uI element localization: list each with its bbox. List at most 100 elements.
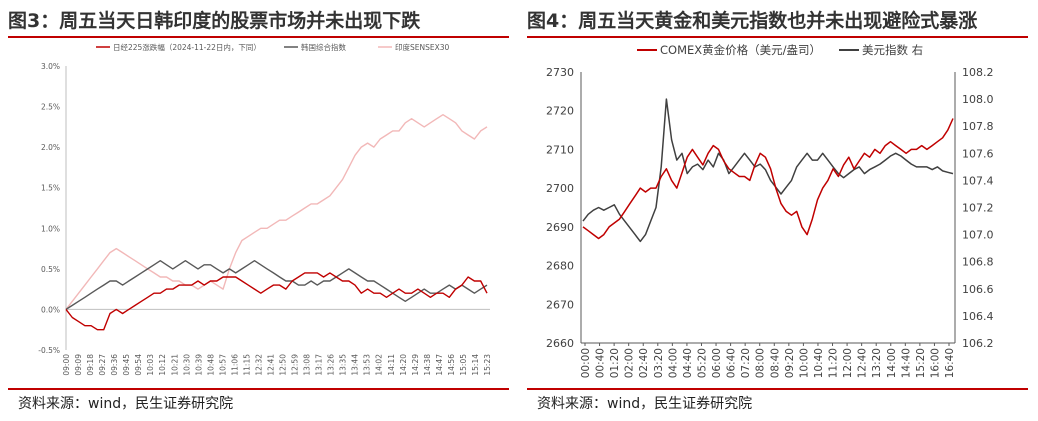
y-tick-label: 0.5% — [41, 265, 60, 274]
source-note: 资料来源：wind，民生证券研究院 — [537, 396, 753, 412]
x-tick-label: 12:32 — [254, 354, 263, 376]
series-line-1 — [65, 259, 488, 310]
x-tick-label: 16:00 — [929, 348, 941, 378]
chart-panel-fig3: 图3：周五当天日韩印度的股票市场并未出现下跌 -0.5% 0.0% 0.5% 1.0%… — [8, 10, 509, 412]
x-tick-label: 14:00 — [886, 348, 898, 378]
x-tick-label: 06:00 — [711, 348, 723, 378]
x-tick-label: 15:23 — [483, 354, 492, 376]
x-tick-label: 02:40 — [638, 348, 650, 378]
x-tick-label: 13:44 — [351, 354, 360, 376]
chart-title: 图3：周五当天日韩印度的股票市场并未出现下跌 — [8, 10, 421, 32]
y-tick-label: 0.0% — [41, 305, 60, 314]
x-tick-label: 02:00 — [624, 348, 636, 378]
x-tick-label: 14:20 — [399, 354, 408, 376]
y-tick-label: 2.0% — [41, 143, 60, 152]
y-right-tick-label: 107.8 — [962, 120, 994, 133]
x-tick-label: 07:20 — [740, 348, 752, 378]
source-divider — [527, 388, 1028, 390]
chart-title: 图4：周五当天黄金和美元指数也并未出现避险式暴涨 — [527, 10, 978, 32]
x-tick-label: 11:20 — [828, 348, 840, 378]
legend-label: 美元指数 右 — [862, 43, 923, 57]
x-tick-label: 09:45 — [122, 354, 131, 376]
y-right-tick-label: 107.2 — [962, 202, 994, 215]
x-tick-label: 14:56 — [447, 354, 456, 376]
x-tick-label: 11:06 — [230, 354, 239, 376]
y-right-tick-label: 106.2 — [962, 337, 994, 350]
x-tick-label: 09:54 — [134, 354, 143, 376]
series-line-0 — [65, 272, 488, 331]
series-line-gold — [582, 118, 954, 240]
series-line-2 — [65, 113, 488, 310]
y-right-tick-label: 108.0 — [962, 93, 994, 106]
series-line-dxy — [582, 98, 954, 243]
x-tick-label: 00:40 — [595, 348, 607, 378]
y-tick-label: 3.0% — [41, 62, 60, 71]
x-tick-label: 13:08 — [303, 354, 312, 376]
y-right-tick-label: 108.2 — [962, 66, 994, 79]
y-left-tick-label: 2700 — [546, 182, 574, 195]
y-left-tick-label: 2670 — [546, 298, 574, 311]
x-tick-label: 10:03 — [146, 354, 155, 376]
legend-label: 韩国综合指数 — [301, 42, 346, 52]
x-tick-label: 10:00 — [798, 348, 810, 378]
x-tick-label: 08:40 — [769, 348, 781, 378]
x-tick-label: 14:40 — [900, 348, 912, 378]
x-tick-label: 16:40 — [944, 348, 956, 378]
y-tick-label: 1.0% — [41, 224, 60, 233]
x-tick-label: 12:41 — [266, 354, 275, 376]
x-tick-label: 14:38 — [423, 354, 432, 376]
x-tick-label: 13:26 — [327, 354, 336, 376]
legend-label: COMEX黄金价格（美元/盎司） — [660, 43, 821, 57]
x-tick-label: 12:50 — [279, 354, 288, 376]
y-right-tick-label: 106.6 — [962, 283, 994, 296]
x-tick-label: 05:20 — [696, 348, 708, 378]
x-tick-label: 14:11 — [387, 354, 396, 376]
x-tick-label: 09:18 — [86, 354, 95, 376]
x-tick-label: 15:14 — [471, 354, 480, 376]
x-tick-label: 10:21 — [170, 354, 179, 376]
y-tick-label: -0.5% — [38, 346, 60, 355]
line-chart-equity-indices: -0.5% 0.0% 0.5% 1.0% 1.5% 2.0% 2.5% 3.0% 09:00 09… — [38, 42, 492, 376]
x-tick-label: 10:39 — [194, 354, 203, 376]
x-tick-label: 01:20 — [609, 348, 621, 378]
title-divider — [527, 36, 1028, 38]
chart-panel-fig4: 图4：周五当天黄金和美元指数也并未出现避险式暴涨 2660 2670 2680 269… — [519, 0, 1038, 421]
y-left-tick-label: 2720 — [546, 105, 574, 118]
y-tick-label: 1.5% — [41, 184, 60, 193]
source-divider — [8, 388, 509, 390]
x-tick-label: 12:59 — [291, 354, 300, 376]
x-tick-label: 13:20 — [871, 348, 883, 378]
x-tick-label: 09:00 — [62, 354, 71, 376]
legend-label: 印度SENSEX30 — [395, 42, 450, 52]
x-tick-label: 04:00 — [667, 348, 679, 378]
x-tick-label: 15:20 — [915, 348, 927, 378]
x-tick-label: 06:40 — [726, 348, 738, 378]
x-tick-label: 09:20 — [784, 348, 796, 378]
y-right-tick-label: 106.8 — [962, 256, 994, 269]
y-right-tick-label: 107.4 — [962, 174, 994, 187]
y-left-tick-label: 2660 — [546, 337, 574, 350]
x-tick-label: 10:12 — [158, 354, 167, 376]
x-tick-label: 10:48 — [206, 354, 215, 376]
x-tick-label: 10:30 — [182, 354, 191, 376]
x-tick-label: 15:05 — [459, 354, 468, 376]
x-tick-label: 13:17 — [315, 354, 324, 376]
x-tick-label: 13:53 — [363, 354, 372, 376]
y-left-tick-label: 2710 — [546, 143, 574, 156]
x-tick-label: 14:47 — [435, 354, 444, 376]
x-tick-label: 14:29 — [411, 354, 420, 376]
y-left-tick-label: 2680 — [546, 260, 574, 273]
x-tick-label: 03:20 — [653, 348, 665, 378]
x-tick-label: 00:00 — [580, 348, 592, 378]
x-tick-label: 12:40 — [857, 348, 869, 378]
source-note: 资料来源：wind，民生证券研究院 — [18, 396, 234, 412]
y-tick-label: 2.5% — [41, 103, 60, 112]
line-chart-gold-dollar: 2660 2670 2680 2690 2700 2710 2720 2730 106.2 106… — [546, 43, 994, 378]
x-tick-label: 04:40 — [682, 348, 694, 378]
x-tick-label: 10:40 — [813, 348, 825, 378]
legend-label: 日经225涨跌幅（2024-11-22日内，下同） — [113, 42, 261, 52]
y-right-tick-label: 107.0 — [962, 229, 994, 242]
x-tick-label: 09:27 — [98, 354, 107, 376]
y-left-tick-label: 2690 — [546, 221, 574, 234]
x-tick-label: 09:36 — [110, 354, 119, 376]
